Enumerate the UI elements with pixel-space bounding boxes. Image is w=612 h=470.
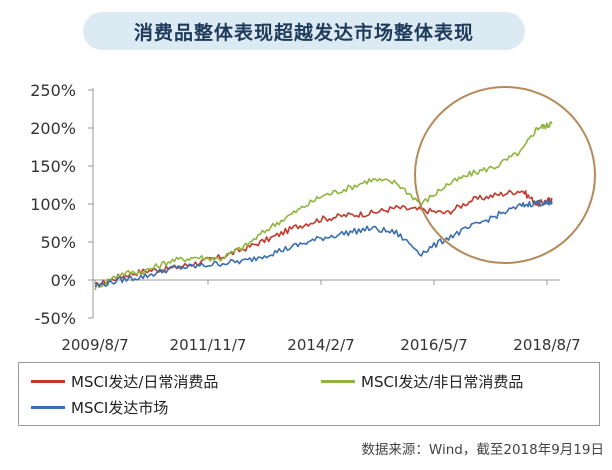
line-chart: -50% 0% 50% 100% 150% 200% 250% 2009/8/7 2011/1… xyxy=(30,81,596,354)
y-tick-label: 150% xyxy=(30,157,76,176)
x-tick-label: 2014/2/7 xyxy=(287,336,354,354)
legend-item-consumer-staples: MSCI发达/日常消费品 xyxy=(31,371,218,392)
legend: MSCI发达/日常消费品 MSCI发达/非日常消费品 MSCI发达市场 xyxy=(18,362,600,426)
legend-item-consumer-discretionary: MSCI发达/非日常消费品 xyxy=(321,371,523,392)
legend-swatch xyxy=(31,406,65,409)
x-tick-label: 2009/8/7 xyxy=(61,336,128,354)
x-axis: 2009/8/7 2011/11/7 2014/2/7 2016/5/7 2018/8/… xyxy=(61,279,581,354)
series-line xyxy=(94,121,553,291)
series-line xyxy=(94,199,553,288)
y-tick-label: 50% xyxy=(40,233,76,252)
series-line xyxy=(94,189,553,288)
legend-label: MSCI发达市场 xyxy=(71,399,169,417)
y-tick-label: 200% xyxy=(30,119,76,138)
y-axis: -50% 0% 50% 100% 150% 200% 250% xyxy=(30,81,94,328)
series-layer xyxy=(94,121,553,291)
y-tick-label: 100% xyxy=(30,195,76,214)
legend-label: MSCI发达/非日常消费品 xyxy=(361,373,524,391)
y-tick-label: 0% xyxy=(51,271,76,290)
x-tick-label: 2018/8/7 xyxy=(513,336,580,354)
chart-title: 消费品整体表现超越发达市场整体表现 xyxy=(83,12,525,50)
legend-label: MSCI发达/日常消费品 xyxy=(71,373,219,391)
legend-swatch xyxy=(31,380,65,383)
highlight-circle xyxy=(414,86,596,264)
x-tick-label: 2016/5/7 xyxy=(400,336,467,354)
y-tick-label: -50% xyxy=(35,309,76,328)
legend-item-developed-market: MSCI发达市场 xyxy=(31,397,168,418)
x-tick-label: 2011/11/7 xyxy=(170,336,247,354)
legend-swatch xyxy=(321,380,355,383)
y-tick-label: 250% xyxy=(30,81,76,100)
source-note: 数据来源：Wind，截至2018年9月19日 xyxy=(361,442,604,458)
